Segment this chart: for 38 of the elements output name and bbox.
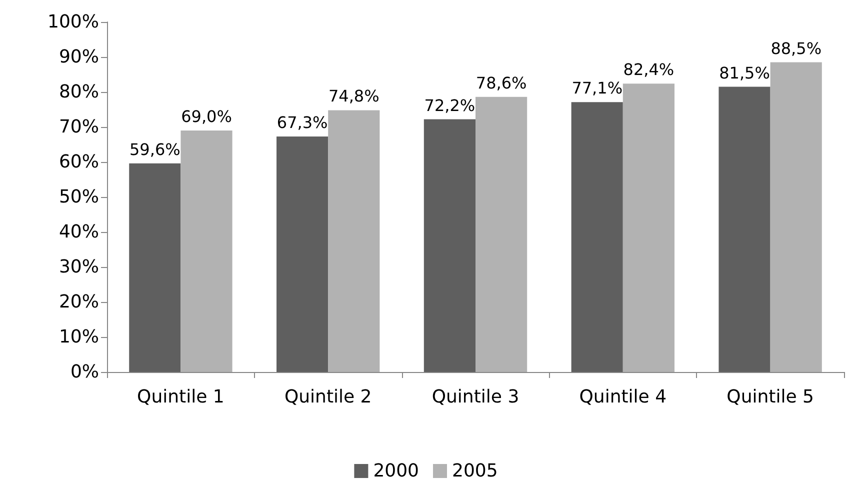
data-label: 88,5% xyxy=(770,38,822,58)
bar xyxy=(770,62,822,372)
bar xyxy=(276,136,328,372)
y-tick-label: 90% xyxy=(58,46,99,68)
y-tick-label: 30% xyxy=(58,256,99,278)
x-tick-label: Quintile 2 xyxy=(284,386,372,408)
y-tick-label: 50% xyxy=(58,186,99,208)
y-tick-label: 40% xyxy=(58,222,99,242)
y-tick-label: 80% xyxy=(58,82,99,102)
x-tick-label: Quintile 5 xyxy=(726,386,814,408)
bar xyxy=(622,84,674,372)
legend-label: 2000 xyxy=(373,460,420,482)
bar xyxy=(571,102,623,372)
x-tick-label: Quintile 1 xyxy=(137,386,224,408)
x-tick-label: Quintile 3 xyxy=(432,386,520,408)
y-tick-label: 20% xyxy=(58,292,99,312)
y-tick-label: 100% xyxy=(48,12,99,32)
data-label: 81,5% xyxy=(719,63,770,82)
bar xyxy=(718,86,770,372)
bar xyxy=(328,110,380,372)
legend-label: 2005 xyxy=(452,460,498,482)
data-label: 59,6% xyxy=(129,140,180,159)
data-label: 82,4% xyxy=(623,60,674,80)
y-tick-label: 0% xyxy=(70,362,99,382)
x-tick-label: Quintile 4 xyxy=(579,386,667,408)
y-tick-label: 70% xyxy=(58,116,99,138)
bar xyxy=(476,96,528,372)
y-tick-label: 60% xyxy=(58,152,99,172)
data-label: 77,1% xyxy=(572,78,623,98)
bar xyxy=(180,130,232,372)
data-label: 67,3% xyxy=(276,112,328,132)
data-label: 72,2% xyxy=(424,96,476,115)
bar xyxy=(424,119,476,372)
data-label: 78,6% xyxy=(476,73,527,92)
data-label: 74,8% xyxy=(328,86,380,106)
bar xyxy=(129,163,181,372)
y-tick-label: 10% xyxy=(58,326,99,348)
data-label: 69,0% xyxy=(181,107,232,126)
